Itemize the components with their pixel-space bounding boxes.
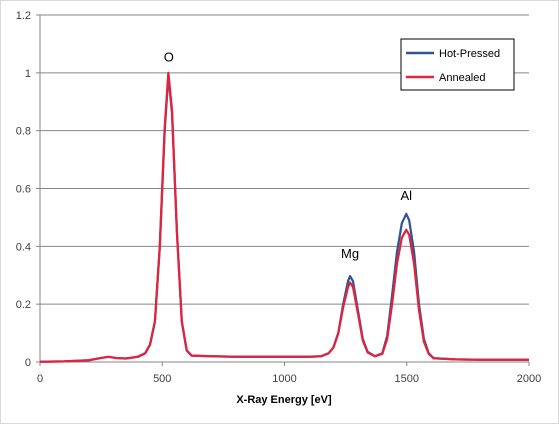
series-lines <box>39 71 529 363</box>
y-tick-label-1: 0.2 <box>16 299 31 311</box>
x-tick-label-4: 2000 <box>517 373 541 385</box>
legend-box <box>400 38 515 91</box>
x-tick-label-2: 1000 <box>272 373 296 385</box>
x-tick-label-3: 1500 <box>395 373 419 385</box>
annotation-al: Al <box>400 188 412 203</box>
y-tick-label-3: 0.6 <box>16 184 31 196</box>
legend-label-hot-pressed: Hot-Pressed <box>439 48 500 60</box>
series-line-annealed <box>39 71 529 363</box>
y-tick-label-5: 1 <box>25 68 31 80</box>
x-axis-title: X-Ray Energy [eV] <box>236 394 332 406</box>
annotation-mg: Mg <box>341 246 359 261</box>
legend-label-annealed: Annealed <box>439 72 486 84</box>
y-tick-label-2: 0.4 <box>16 241 31 253</box>
y-tick-label-0: 0 <box>25 357 31 369</box>
grid-lines <box>40 14 529 305</box>
annotation-o: O <box>164 49 174 64</box>
y-tick-label-4: 0.8 <box>16 126 31 138</box>
peak-annotations: O Mg Al <box>164 49 412 261</box>
y-tick-label-6: 1.2 <box>16 10 31 22</box>
tick-labels: 0 0.2 0.4 0.6 0.8 1 1.2 0 500 1000 1500 2000 <box>16 10 542 385</box>
series-line-hot-pressed <box>39 74 529 363</box>
x-tick-label-0: 0 <box>37 373 43 385</box>
x-tick-label-1: 500 <box>153 373 171 385</box>
legend: Hot-Pressed Annealed <box>400 38 515 91</box>
